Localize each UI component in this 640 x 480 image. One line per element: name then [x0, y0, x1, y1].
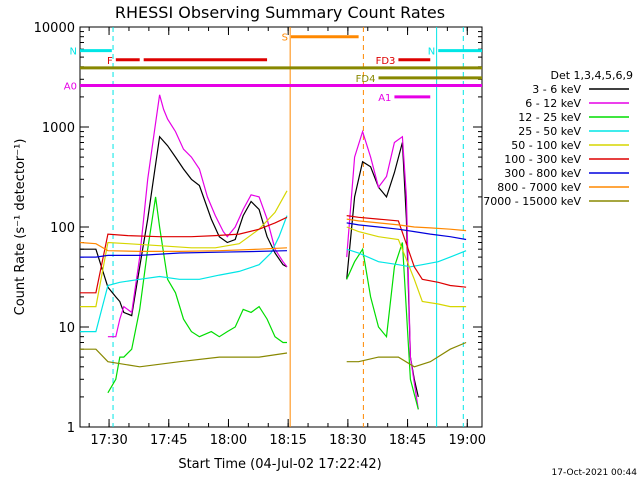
legend-label: 7000 - 15000 keV — [483, 195, 581, 208]
series-line — [346, 341, 467, 368]
legend-label: 6 - 12 keV — [525, 97, 581, 110]
state-label: FD3 — [376, 56, 396, 67]
legend-label: 3 - 6 keV — [532, 83, 581, 96]
state-label: N — [70, 47, 77, 58]
footer-date: 17-Oct-2021 00:44 — [552, 468, 638, 478]
series-line — [80, 250, 288, 258]
y-tick-label: 1000 — [42, 121, 75, 136]
state-label: N — [428, 47, 435, 58]
state-label: FD4 — [356, 74, 376, 85]
y-axis-label: Count Rate (s⁻¹ detector⁻¹) — [13, 139, 28, 316]
x-tick-label: 17:45 — [150, 433, 187, 448]
series-line — [346, 218, 467, 232]
x-tick-label: 18:45 — [389, 433, 426, 448]
series-line — [346, 226, 467, 308]
x-tick-label: 19:00 — [449, 433, 486, 448]
chart-marks: 1 10 100 1000 10000 17:30 17:45 18:00 18:15 18:30… — [34, 21, 486, 448]
series-line — [79, 241, 288, 252]
y-tick-label: 1 — [67, 421, 75, 436]
legend-title: Det 1,3,4,5,6,9 — [550, 69, 633, 82]
y-tick-label: 100 — [50, 221, 75, 236]
series-line — [80, 215, 288, 333]
series-line — [107, 94, 288, 338]
series-line — [346, 129, 419, 410]
series-line — [80, 190, 288, 308]
series-line — [107, 196, 287, 394]
series-line — [80, 348, 288, 368]
legend-label: 800 - 7000 keV — [497, 181, 581, 194]
series-line — [346, 248, 467, 268]
state-label: A0 — [64, 82, 77, 93]
x-axis-label: Start Time (04-Jul-02 17:22:42) — [178, 457, 381, 472]
y-tick-label: 10 — [58, 321, 75, 336]
state-label: F — [107, 56, 113, 67]
state-label: S — [282, 33, 288, 44]
state-label: A1 — [378, 93, 391, 104]
series-line — [80, 216, 288, 294]
x-tick-label: 18:15 — [269, 433, 306, 448]
series-line — [346, 242, 419, 410]
x-tick-label: 17:30 — [90, 433, 127, 448]
x-tick-label: 18:30 — [329, 433, 366, 448]
legend-label: 100 - 300 keV — [504, 153, 581, 166]
legend-label: 25 - 50 keV — [518, 125, 581, 138]
x-tick-label: 18:00 — [210, 433, 247, 448]
chart-title: RHESSI Observing Summary Count Rates — [115, 3, 445, 22]
legend-label: 300 - 800 keV — [504, 167, 581, 180]
series-line — [346, 222, 467, 241]
y-tick-label: 10000 — [34, 21, 75, 36]
series-line — [346, 215, 467, 288]
legend-label: 12 - 25 keV — [518, 111, 581, 124]
legend-label: 50 - 100 keV — [511, 139, 581, 152]
series-line — [346, 142, 419, 398]
series-line — [80, 135, 288, 317]
